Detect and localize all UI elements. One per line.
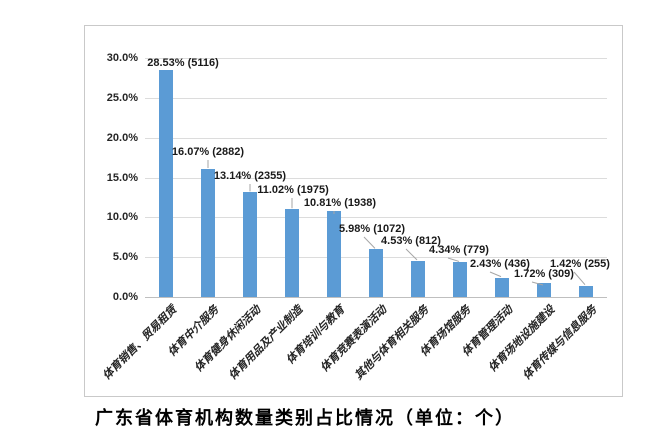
chart-caption: 广东省体育机构数量类别占比情况（单位：个） [95, 408, 515, 428]
bar-value-label: 28.53% (5116) [147, 57, 219, 69]
bar-value-label: 4.34% (779) [429, 244, 489, 256]
y-axis-tick-label: 10.0% [106, 211, 138, 223]
bar-10 [537, 283, 551, 297]
gridline [145, 297, 607, 298]
bar-4 [285, 209, 299, 297]
y-axis-tick-label: 30.0% [106, 52, 138, 64]
gridline [145, 58, 607, 59]
bar-value-label: 1.72% (309) [514, 268, 574, 280]
y-axis-tick-label: 0.0% [112, 291, 138, 303]
bar-value-label: 4.53% (812) [381, 235, 441, 247]
gridline [145, 98, 607, 99]
bar-value-label: 2.43% (436) [470, 258, 530, 270]
bar-value-label: 1.42% (255) [550, 258, 610, 270]
gridline [145, 178, 607, 179]
bar-5 [327, 211, 341, 297]
bar-value-label: 5.98% (1072) [338, 223, 406, 235]
y-axis-tick-label: 15.0% [106, 172, 138, 184]
bar-value-label: 13.14% (2355) [213, 170, 287, 182]
bar-3 [243, 192, 257, 297]
y-axis-tick-label: 20.0% [106, 132, 138, 144]
bar-8 [453, 262, 467, 297]
bar-7 [411, 261, 425, 297]
chart-frame [84, 25, 623, 397]
bar-1 [159, 70, 173, 297]
bar-9 [495, 278, 509, 297]
y-axis-tick-label: 5.0% [112, 251, 138, 263]
bar-value-label: 16.07% (2882) [171, 146, 245, 158]
gridline [145, 217, 607, 218]
y-axis-tick-label: 25.0% [106, 92, 138, 104]
bar-6 [369, 249, 383, 297]
bar-2 [201, 169, 215, 297]
gridline [145, 138, 607, 139]
bar-value-label: 10.81% (1938) [303, 197, 377, 209]
bar-11 [579, 286, 593, 297]
bar-value-label: 11.02% (1975) [257, 184, 329, 196]
